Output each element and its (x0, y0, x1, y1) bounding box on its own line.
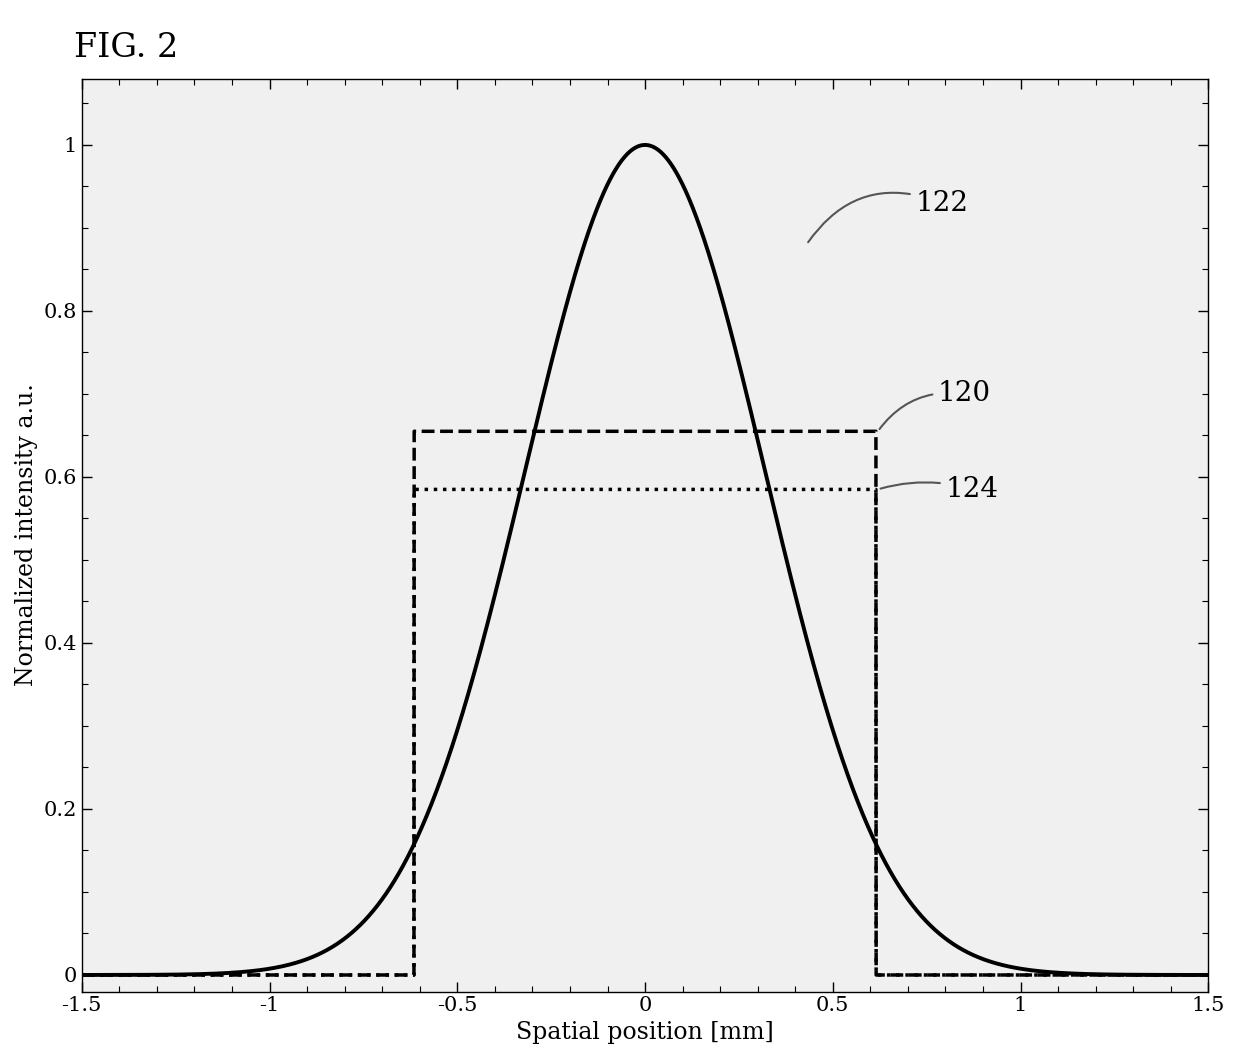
Text: 122: 122 (808, 190, 968, 243)
Text: FIG. 2: FIG. 2 (74, 32, 179, 64)
X-axis label: Spatial position [mm]: Spatial position [mm] (516, 1021, 774, 1044)
Text: 120: 120 (879, 380, 991, 429)
Y-axis label: Normalized intensity a.u.: Normalized intensity a.u. (15, 383, 38, 686)
Text: 124: 124 (880, 475, 998, 503)
